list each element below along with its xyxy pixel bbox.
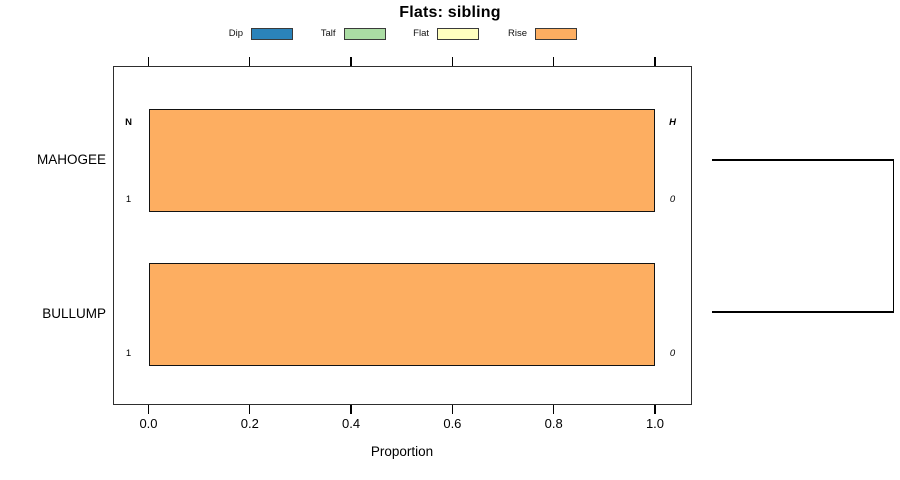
legend-label-talf: Talf	[320, 28, 336, 39]
x-tick-top-0.8	[553, 57, 555, 66]
right-column-header: H	[669, 116, 676, 128]
legend-swatch-rise	[535, 28, 577, 40]
right-value-bullump: 0	[669, 347, 676, 359]
x-tick-bottom-0.6	[451, 405, 454, 414]
chart-title: Flats: sibling	[399, 4, 501, 21]
x-axis-label: Proportion	[370, 444, 434, 459]
x-tick-bottom-1.0	[654, 405, 656, 414]
right-value-mahogee: 0	[669, 193, 676, 205]
left-value-bullump: 1	[125, 347, 132, 359]
x-tick-label-0.8: 0.8	[544, 416, 563, 431]
left-value-mahogee: 1	[125, 193, 132, 205]
x-tick-label-0.2: 0.2	[240, 416, 259, 431]
x-tick-bottom-0.4	[350, 405, 352, 414]
x-tick-top-1.0	[654, 57, 656, 66]
x-tick-bottom-0.0	[147, 405, 150, 414]
category-label-bullump: BULLUMP	[42, 306, 106, 321]
legend-label-dip: Dip	[228, 28, 243, 39]
x-tick-top-0.2	[249, 57, 251, 66]
x-tick-label-0.6: 0.6	[443, 416, 462, 431]
x-tick-top-0.6	[451, 57, 454, 66]
x-tick-bottom-0.8	[553, 405, 555, 414]
x-tick-bottom-0.2	[249, 405, 251, 414]
legend-swatch-dip	[251, 28, 293, 40]
dendrogram-right-line	[892, 159, 894, 313]
legend-label-rise: Rise	[507, 28, 527, 39]
legend-label-flat: Flat	[413, 28, 429, 39]
x-tick-label-1.0: 1.0	[645, 416, 665, 431]
dendrogram-bottom-line	[712, 311, 894, 313]
x-tick-top-0.4	[350, 57, 352, 66]
category-label-mahogee: MAHOGEE	[36, 152, 106, 167]
legend-swatch-flat	[437, 28, 479, 40]
bar-mahogee-rise-segment	[148, 108, 655, 212]
x-tick-label-0.4: 0.4	[342, 416, 361, 431]
dendrogram-top-line	[712, 159, 894, 161]
bar-bullump-rise-segment	[148, 262, 655, 366]
legend-swatch-talf	[343, 28, 386, 40]
left-column-header: N	[125, 116, 132, 128]
x-tick-top-0.0	[147, 57, 150, 66]
x-tick-label-0.0: 0.0	[139, 416, 158, 431]
